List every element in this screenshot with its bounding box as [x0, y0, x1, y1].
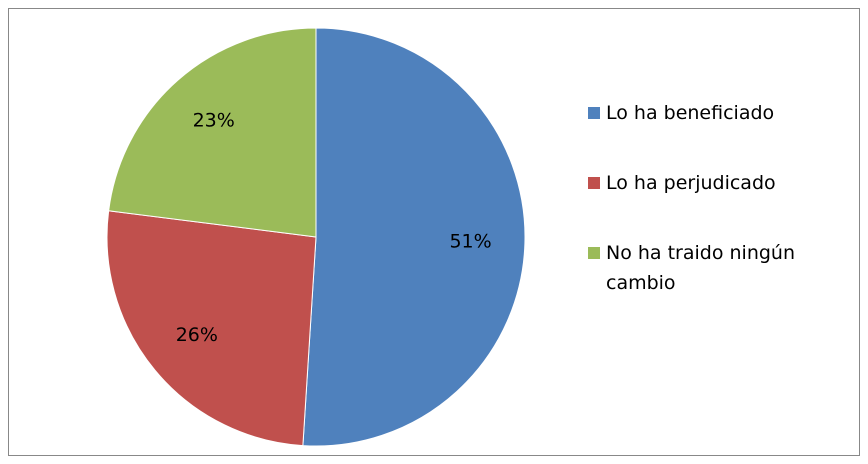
data-label: 51% — [449, 230, 491, 252]
pie-slice — [302, 27, 526, 447]
chart-frame — [8, 8, 860, 456]
legend-swatch — [588, 247, 600, 259]
pie-slice — [108, 27, 317, 238]
legend-swatch — [588, 177, 600, 189]
legend: Lo ha beneficiado Lo ha perjudicado No ha … — [588, 98, 838, 338]
data-label: 23% — [193, 109, 235, 131]
legend-item: Lo ha perjudicado — [588, 168, 838, 198]
legend-item: No ha traido ningún cambio — [588, 238, 838, 298]
data-label: 26% — [176, 324, 218, 346]
legend-label: No ha traido ningún cambio — [606, 242, 796, 294]
legend-label: Lo ha perjudicado — [606, 172, 776, 194]
legend-label: Lo ha beneficiado — [606, 102, 775, 124]
legend-swatch — [588, 107, 600, 119]
legend-item: Lo ha beneficiado — [588, 98, 838, 128]
pie-slice — [106, 210, 317, 447]
